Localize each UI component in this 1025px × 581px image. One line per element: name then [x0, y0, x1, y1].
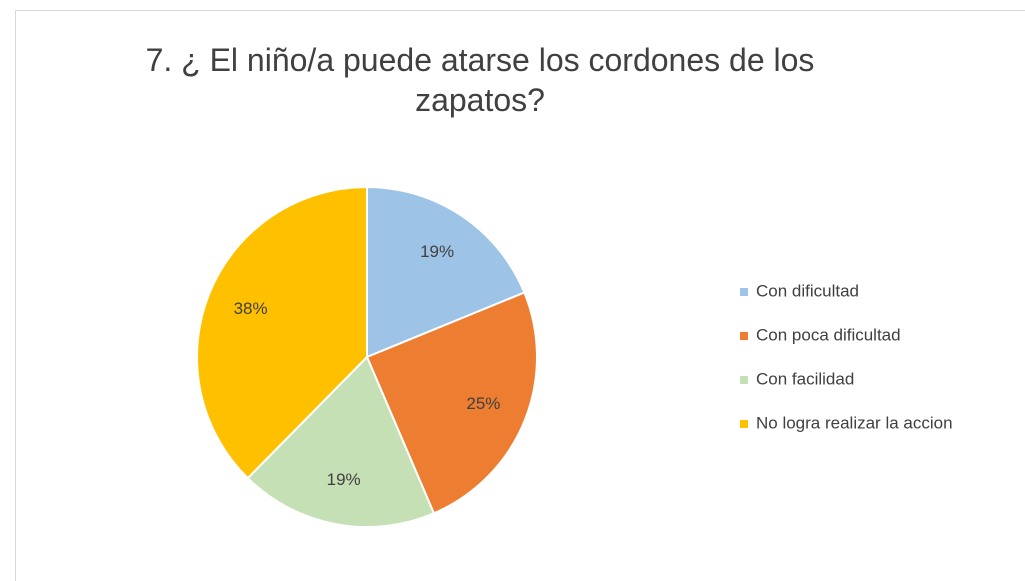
data-label: 25%: [466, 394, 500, 413]
pie-slice: [196, 185, 368, 480]
legend-label: Con dificultad: [756, 281, 859, 300]
chart-title: 7. ¿ El niño/a puede atarse los cordones…: [145, 42, 815, 118]
legend-marker: [740, 376, 748, 384]
legend-marker: [740, 332, 748, 340]
chart-frame: [15, 10, 1025, 581]
legend-label: Con facilidad: [756, 369, 854, 388]
data-label: 19%: [420, 242, 454, 261]
data-label: 19%: [327, 470, 361, 489]
legend-marker: [740, 420, 748, 428]
pie-slice: [246, 355, 436, 528]
pie-slice: [365, 291, 538, 515]
legend-marker: [740, 288, 748, 296]
legend-label: Con poca dificultad: [756, 325, 901, 344]
data-label: 38%: [234, 299, 268, 318]
pie-slice: [366, 185, 526, 359]
legend-label: No logra realizar la accion: [756, 413, 953, 432]
